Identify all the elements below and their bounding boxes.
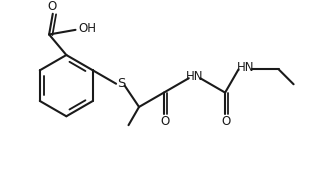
Text: HN: HN [236,61,254,74]
Text: OH: OH [78,22,96,35]
Text: O: O [160,115,170,128]
Text: S: S [117,77,125,90]
Text: O: O [221,115,231,128]
Text: HN: HN [186,70,203,83]
Text: O: O [47,0,56,13]
